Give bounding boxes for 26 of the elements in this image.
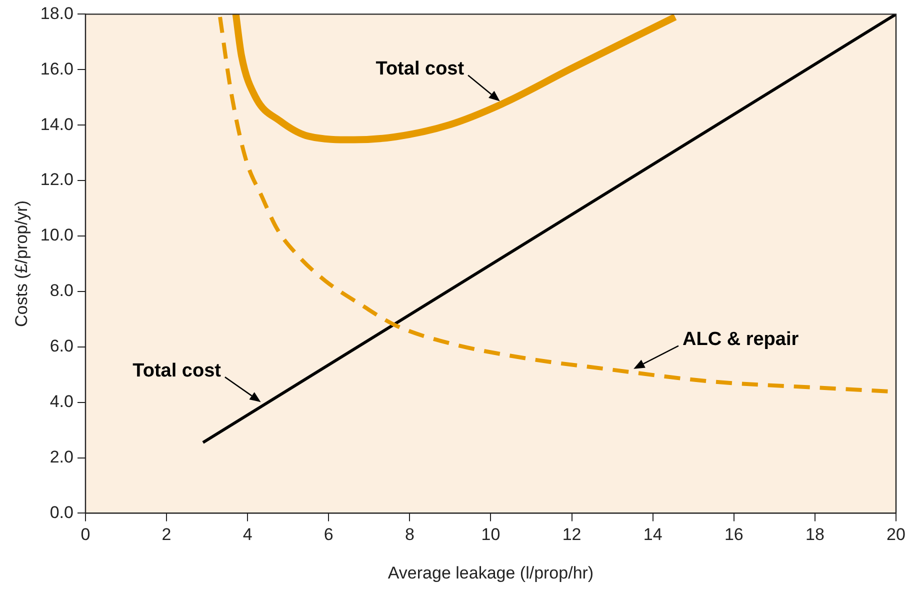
annotation: Total cost	[132, 360, 222, 382]
annotation: Total cost	[376, 58, 465, 80]
y-tick-label: 8.0	[50, 281, 74, 300]
y-tick-label: 2.0	[50, 447, 74, 466]
y-axis-title: Costs (£/prop/yr)	[12, 200, 31, 327]
x-tick-label: 2	[162, 525, 172, 544]
x-tick-label: 0	[80, 525, 90, 544]
y-tick-label: 6.0	[50, 336, 74, 356]
annotation: ALC & repair	[682, 329, 800, 350]
y-tick-label: 12.0	[40, 170, 74, 190]
x-tick-label: 14	[643, 525, 662, 544]
y-tick-label: 10.0	[40, 226, 74, 245]
x-tick-label: 6	[324, 525, 334, 544]
x-tick-label: 10	[481, 525, 500, 544]
x-tick-label: 16	[724, 525, 744, 544]
y-tick-label: 18.0	[40, 4, 74, 23]
x-tick-label: 20	[886, 525, 906, 544]
x-tick-label: 12	[562, 525, 582, 544]
y-tick-label: 4.0	[50, 392, 74, 411]
x-tick-label: 18	[805, 525, 824, 544]
x-tick-label: 4	[242, 525, 252, 544]
x-tick-label: 8	[404, 525, 414, 544]
x-axis-title: Average leakage (l/prop/hr)	[388, 563, 594, 582]
y-tick-label: 14.0	[40, 114, 74, 134]
y-tick-label: 0.0	[50, 502, 74, 522]
y-tick-label: 16.0	[40, 59, 74, 78]
